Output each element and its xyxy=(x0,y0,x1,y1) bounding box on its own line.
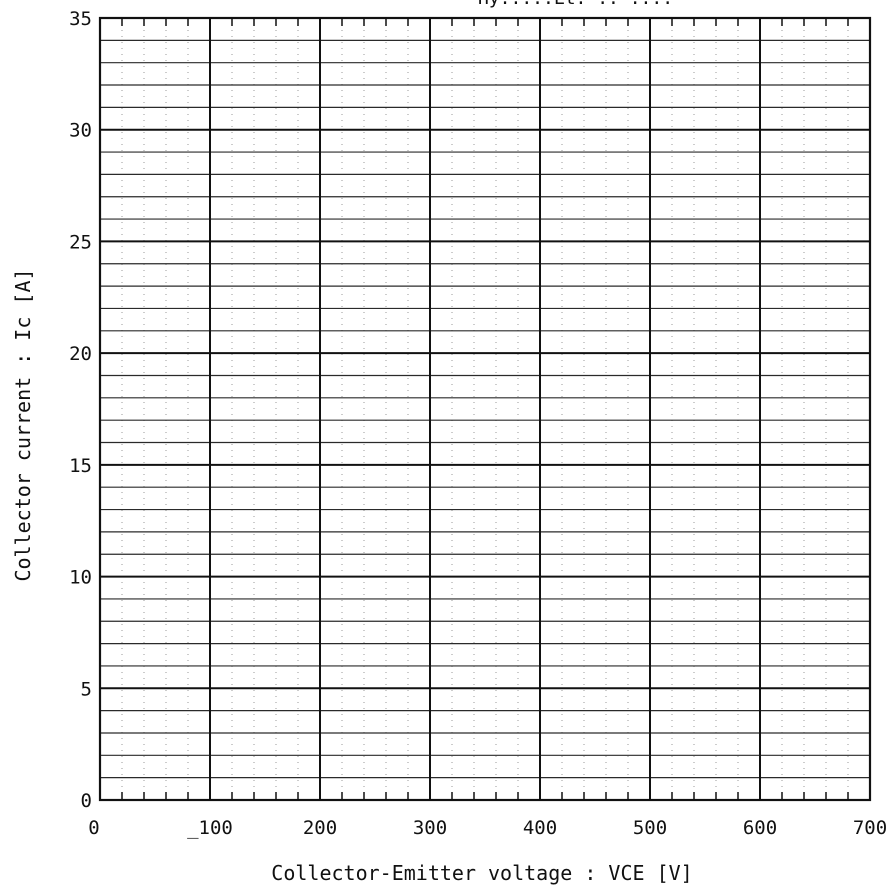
plot-border xyxy=(98,16,872,802)
y-tick-labels: 0 5 10 15 20 25 30 35 xyxy=(69,8,92,812)
y-tick-label: 5 xyxy=(81,678,92,700)
x-tick-label: 0 xyxy=(88,817,99,839)
x-tick-labels: 0 _100 200 300 400 500 600 700 xyxy=(88,817,887,839)
y-tick-label: 30 xyxy=(69,120,92,142)
x-tick-label: 500 xyxy=(633,817,667,839)
x-tick-label: 700 xyxy=(853,817,887,839)
y-tick-label: 15 xyxy=(69,455,92,477)
y-tick-label: 35 xyxy=(69,8,92,30)
x-tick-label: 300 xyxy=(413,817,447,839)
chart-title: Hy.....Lt. .. .... xyxy=(478,0,673,9)
y-tick-label: 20 xyxy=(69,343,92,365)
y-tick-label: 25 xyxy=(69,231,92,253)
y-tick-label: 0 xyxy=(81,790,92,812)
y-axis-label: Collector current : Ic [A] xyxy=(11,268,35,581)
y-tick-label: 10 xyxy=(69,567,92,589)
axis-ticks xyxy=(121,18,849,800)
plot-frame xyxy=(98,16,872,802)
major-grid xyxy=(100,18,870,800)
x-tick-label: 400 xyxy=(523,817,557,839)
x-tick-label: _100 xyxy=(187,817,233,839)
x-tick-label: 200 xyxy=(303,817,337,839)
x-tick-label: 600 xyxy=(743,817,777,839)
minor-grid xyxy=(100,18,870,800)
x-axis-label: Collector-Emitter voltage : VCE [V] xyxy=(271,861,692,885)
